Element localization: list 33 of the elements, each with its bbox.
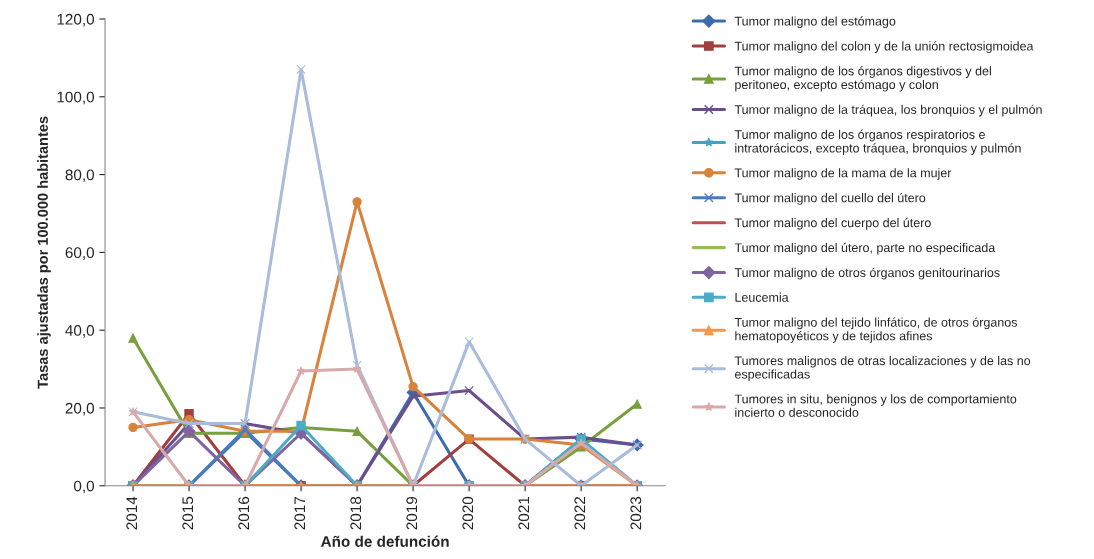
x-tick-label: 2022 [574, 496, 586, 530]
x-tick-label: 2020 [462, 496, 474, 530]
y-tick-label: 60,0 [65, 247, 95, 260]
legend-label: Tumor maligno de los órganos digestivos y del peritoneo, excepto estómago y colon [734, 66, 991, 92]
y-tick-label: 20,0 [65, 402, 95, 416]
legend-label: Tumor maligno de la tráquea, los bronquios y el pulmón [734, 104, 1042, 117]
x-tick-label: 2018 [350, 496, 362, 530]
legend-label: Tumor maligno del cuello del útero [734, 192, 926, 205]
legend-label: Tumor maligno del cuerpo del útero [734, 217, 931, 230]
legend-label: Tumor maligno de otros órganos genitourinarios [734, 267, 1000, 280]
x-tick-label: 2019 [406, 496, 418, 530]
legend-label: Tumor maligno del colon y de la unión rectosigmoidea [734, 41, 1034, 53]
x-tick-label: 2015 [182, 496, 194, 530]
x-tick-label: 2021 [518, 496, 530, 530]
legend-label: Tumores malignos de otras localizaciones y de las no especificadas [734, 355, 1031, 382]
x-axis-title: Año de defunción [320, 535, 449, 547]
legend-label: Tumores in situ, benignos y los de comportamiento incierto o desconocido [734, 394, 1017, 417]
y-tick-label: 40,0 [65, 325, 95, 338]
x-tick-label: 2016 [238, 496, 250, 530]
legend-label: Tumor maligno del tejido linfático, de otros órganos hematopoyéticos y de tejidos afines [734, 317, 1018, 343]
y-axis-title: Tasas ajustadas por 100.000 habitantes [37, 116, 51, 389]
x-tick-label: 2014 [126, 496, 138, 530]
y-tick-label: 100,0 [57, 91, 95, 105]
y-tick-label: 120,0 [57, 13, 95, 27]
x-tick-label: 2023 [630, 496, 642, 530]
legend-label: Tumor maligno de los órganos respiratorios e intratorácicos, excepto tráquea, bronquios y pulmón [734, 129, 1021, 156]
legend-label: Tumor maligno del útero, parte no especificada [734, 242, 996, 255]
y-tick-label: 80,0 [65, 169, 95, 183]
x-tick-label: 2017 [294, 496, 306, 530]
legend-label: Tumor maligno de la mama de la mujer [734, 168, 952, 180]
y-tick-label: 0,0 [73, 480, 95, 494]
legend-label: Tumor maligno del estómago [734, 16, 896, 29]
legend-label: Leucemia [735, 292, 789, 302]
